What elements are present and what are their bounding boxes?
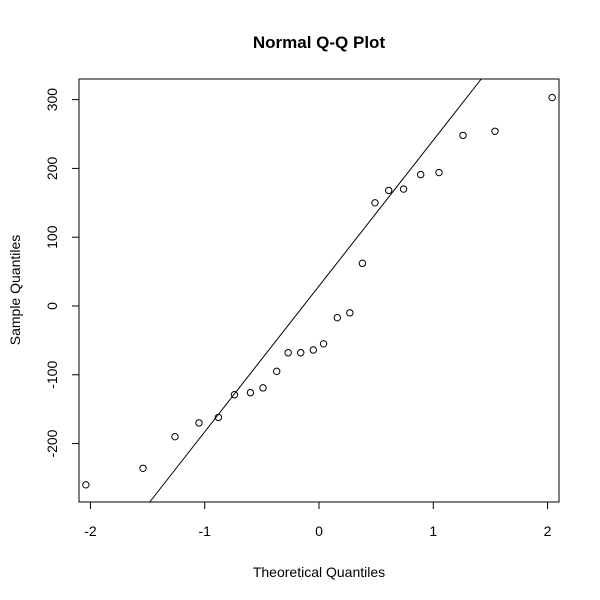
y-axis: -200 -100 0 100 200 300 <box>44 88 80 458</box>
data-point <box>358 259 367 268</box>
data-point <box>139 464 147 472</box>
data-point <box>284 349 292 357</box>
y-tick-label: -200 <box>44 429 60 457</box>
data-point <box>82 481 90 489</box>
data-point <box>371 199 379 207</box>
data-point <box>417 170 425 179</box>
data-point <box>214 413 223 422</box>
plot-frame <box>78 78 560 503</box>
data-point <box>273 367 281 376</box>
y-tick-label: 100 <box>44 225 60 249</box>
y-tick-label: 300 <box>44 88 60 112</box>
reference-line <box>149 78 482 503</box>
data-point <box>195 419 203 427</box>
data-point <box>259 384 267 392</box>
data-point <box>246 388 255 397</box>
data-point <box>230 391 239 399</box>
data-point <box>459 131 467 140</box>
y-tick-label: 0 <box>44 302 60 310</box>
data-point <box>346 309 354 317</box>
data-point <box>319 340 328 348</box>
x-axis-label: Theoretical Quantiles <box>253 564 385 580</box>
data-point <box>297 349 305 357</box>
y-tick-label: -100 <box>44 361 60 389</box>
x-tick-label: -1 <box>198 523 211 539</box>
data-point <box>548 93 556 102</box>
data-point <box>171 432 179 441</box>
points-group <box>82 93 556 489</box>
x-tick-label: 1 <box>429 523 437 539</box>
y-tick-label: 200 <box>44 157 60 181</box>
y-axis-label: Sample Quantiles <box>7 235 23 346</box>
chart-title: Normal Q-Q Plot <box>253 33 386 52</box>
x-tick-label: 2 <box>544 523 552 539</box>
x-tick-label: 0 <box>315 523 323 539</box>
data-point <box>309 346 317 354</box>
data-point <box>333 313 341 322</box>
x-axis: -2 -1 0 1 2 <box>84 501 552 539</box>
data-point <box>435 168 443 177</box>
reference-line-group <box>149 78 482 503</box>
x-tick-label: -2 <box>84 523 97 539</box>
data-point <box>385 186 393 195</box>
data-point <box>399 185 408 193</box>
data-point <box>491 127 499 135</box>
